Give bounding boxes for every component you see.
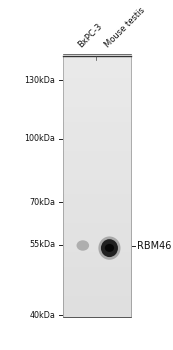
Ellipse shape [98, 237, 121, 260]
Text: RBM46: RBM46 [137, 241, 171, 252]
Text: 130kDa: 130kDa [25, 76, 55, 84]
Text: 100kDa: 100kDa [25, 134, 55, 143]
Bar [63, 56, 131, 317]
Ellipse shape [101, 239, 118, 257]
Text: 70kDa: 70kDa [29, 198, 55, 207]
Text: BxPC-3: BxPC-3 [76, 21, 104, 49]
Text: 55kDa: 55kDa [29, 240, 55, 249]
Ellipse shape [76, 240, 89, 251]
Text: 40kDa: 40kDa [30, 310, 55, 320]
Text: Mouse testis: Mouse testis [103, 5, 147, 49]
Ellipse shape [105, 244, 114, 252]
